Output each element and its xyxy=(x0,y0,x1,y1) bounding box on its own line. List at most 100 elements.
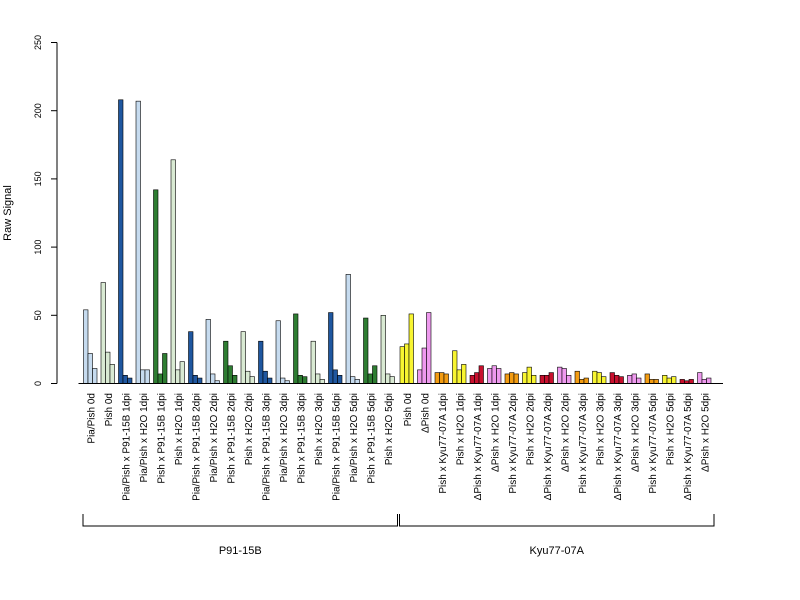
bar xyxy=(245,370,251,384)
bar xyxy=(350,376,356,384)
group-bracket xyxy=(399,514,715,527)
bar xyxy=(232,375,238,384)
x-tick-label: ΔPish x Kyu77-07A 1dpi xyxy=(473,393,484,500)
bar xyxy=(87,353,93,384)
bar xyxy=(474,372,480,384)
bar xyxy=(389,376,395,384)
y-tick-label: 50 xyxy=(33,310,43,320)
bar xyxy=(417,369,423,384)
x-tick-label: Pish x H2O 1dpi xyxy=(456,393,467,465)
bar xyxy=(509,372,515,384)
bar xyxy=(469,375,475,384)
bar xyxy=(319,379,325,384)
y-tick-label: 150 xyxy=(33,171,43,186)
bar xyxy=(644,373,650,384)
bar xyxy=(258,340,264,384)
x-tick-label: Pish x H2O 5dpi xyxy=(384,393,395,465)
bar xyxy=(385,373,391,384)
bar xyxy=(579,379,585,384)
bar xyxy=(210,373,216,384)
x-tick-label: Pia/Pish x P91-15B 5dpi xyxy=(332,393,343,501)
bar xyxy=(679,379,685,384)
bar xyxy=(452,350,458,384)
bar xyxy=(354,379,360,384)
x-tick-label: Pish x H2O 2dpi xyxy=(526,393,537,465)
bar xyxy=(262,370,268,384)
y-tick-label: 100 xyxy=(33,240,43,255)
bar xyxy=(631,373,637,384)
bar xyxy=(267,377,273,384)
x-tick-label: Pish 0d xyxy=(403,393,414,426)
bar xyxy=(456,369,462,384)
bar xyxy=(118,99,124,384)
bar xyxy=(109,364,115,384)
bar xyxy=(249,376,255,384)
bar xyxy=(153,189,159,384)
bar xyxy=(144,369,150,384)
bar xyxy=(461,364,467,384)
bar xyxy=(275,320,281,384)
x-tick-label: Pia/Pish x P91-15B 1dpi xyxy=(122,393,133,501)
bar xyxy=(372,365,378,384)
bar xyxy=(297,375,303,384)
bar xyxy=(522,372,528,384)
bar xyxy=(627,375,633,384)
bar xyxy=(544,375,550,384)
bar xyxy=(310,340,316,384)
x-tick-label: Pish x Kyu77-07A 3dpi xyxy=(578,393,589,494)
bar xyxy=(179,361,185,384)
x-tick-label: ΔPish x H2O 1dpi xyxy=(491,393,502,472)
bar xyxy=(548,372,554,384)
bar xyxy=(601,376,607,384)
bar xyxy=(618,376,624,384)
bar xyxy=(596,372,602,384)
bar xyxy=(583,377,589,384)
group-label: P91-15B xyxy=(219,545,262,557)
x-tick-label: Pish x Kyu77-07A 1dpi xyxy=(438,393,449,494)
bar xyxy=(175,369,181,384)
group-bracket xyxy=(82,514,398,527)
bar xyxy=(122,375,128,384)
y-tick-label: 200 xyxy=(33,103,43,118)
x-tick-label: Pish x H2O 2dpi xyxy=(244,393,255,465)
bar xyxy=(561,368,567,384)
x-tick-label: Pish x P91-15B 1dpi xyxy=(157,393,168,484)
bar xyxy=(609,372,615,384)
y-axis-label: Raw Signal xyxy=(2,185,14,241)
bar xyxy=(592,370,598,384)
bar xyxy=(671,376,677,384)
x-tick-label: Pia/Pish 0d xyxy=(87,393,98,444)
bar xyxy=(328,312,334,384)
bar xyxy=(688,379,694,384)
bar xyxy=(478,365,484,384)
x-tick-label: Pish 0d xyxy=(104,393,115,426)
x-tick-label: ΔPish x Kyu77-07A 3dpi xyxy=(613,393,624,500)
bar xyxy=(574,370,580,384)
bar xyxy=(487,368,493,384)
bar xyxy=(345,274,351,384)
x-tick-label: Pish x Kyu77-07A 2dpi xyxy=(508,393,519,494)
bar xyxy=(83,309,89,384)
y-tick-label: 0 xyxy=(33,381,43,386)
bar xyxy=(426,312,432,384)
x-tick-label: Pia/Pish x H2O 2dpi xyxy=(209,393,220,483)
x-tick-label: Pish x H2O 5dpi xyxy=(666,393,677,465)
x-tick-label: Pish x H2O 3dpi xyxy=(314,393,325,465)
x-tick-label: Pish x P91-15B 3dpi xyxy=(297,393,308,484)
bar xyxy=(443,373,449,384)
bar xyxy=(197,377,203,384)
bar xyxy=(380,314,386,384)
bar xyxy=(491,365,497,384)
bar xyxy=(363,317,369,384)
x-tick-label: Pish x P91-15B 2dpi xyxy=(227,393,238,484)
bar xyxy=(223,340,229,384)
bar xyxy=(706,377,712,384)
bar xyxy=(653,379,659,384)
x-tick-label: Pish x H2O 3dpi xyxy=(596,393,607,465)
bar xyxy=(92,368,98,384)
bar xyxy=(399,346,405,384)
bar xyxy=(434,372,440,384)
bar xyxy=(404,343,410,384)
bar xyxy=(170,159,176,384)
